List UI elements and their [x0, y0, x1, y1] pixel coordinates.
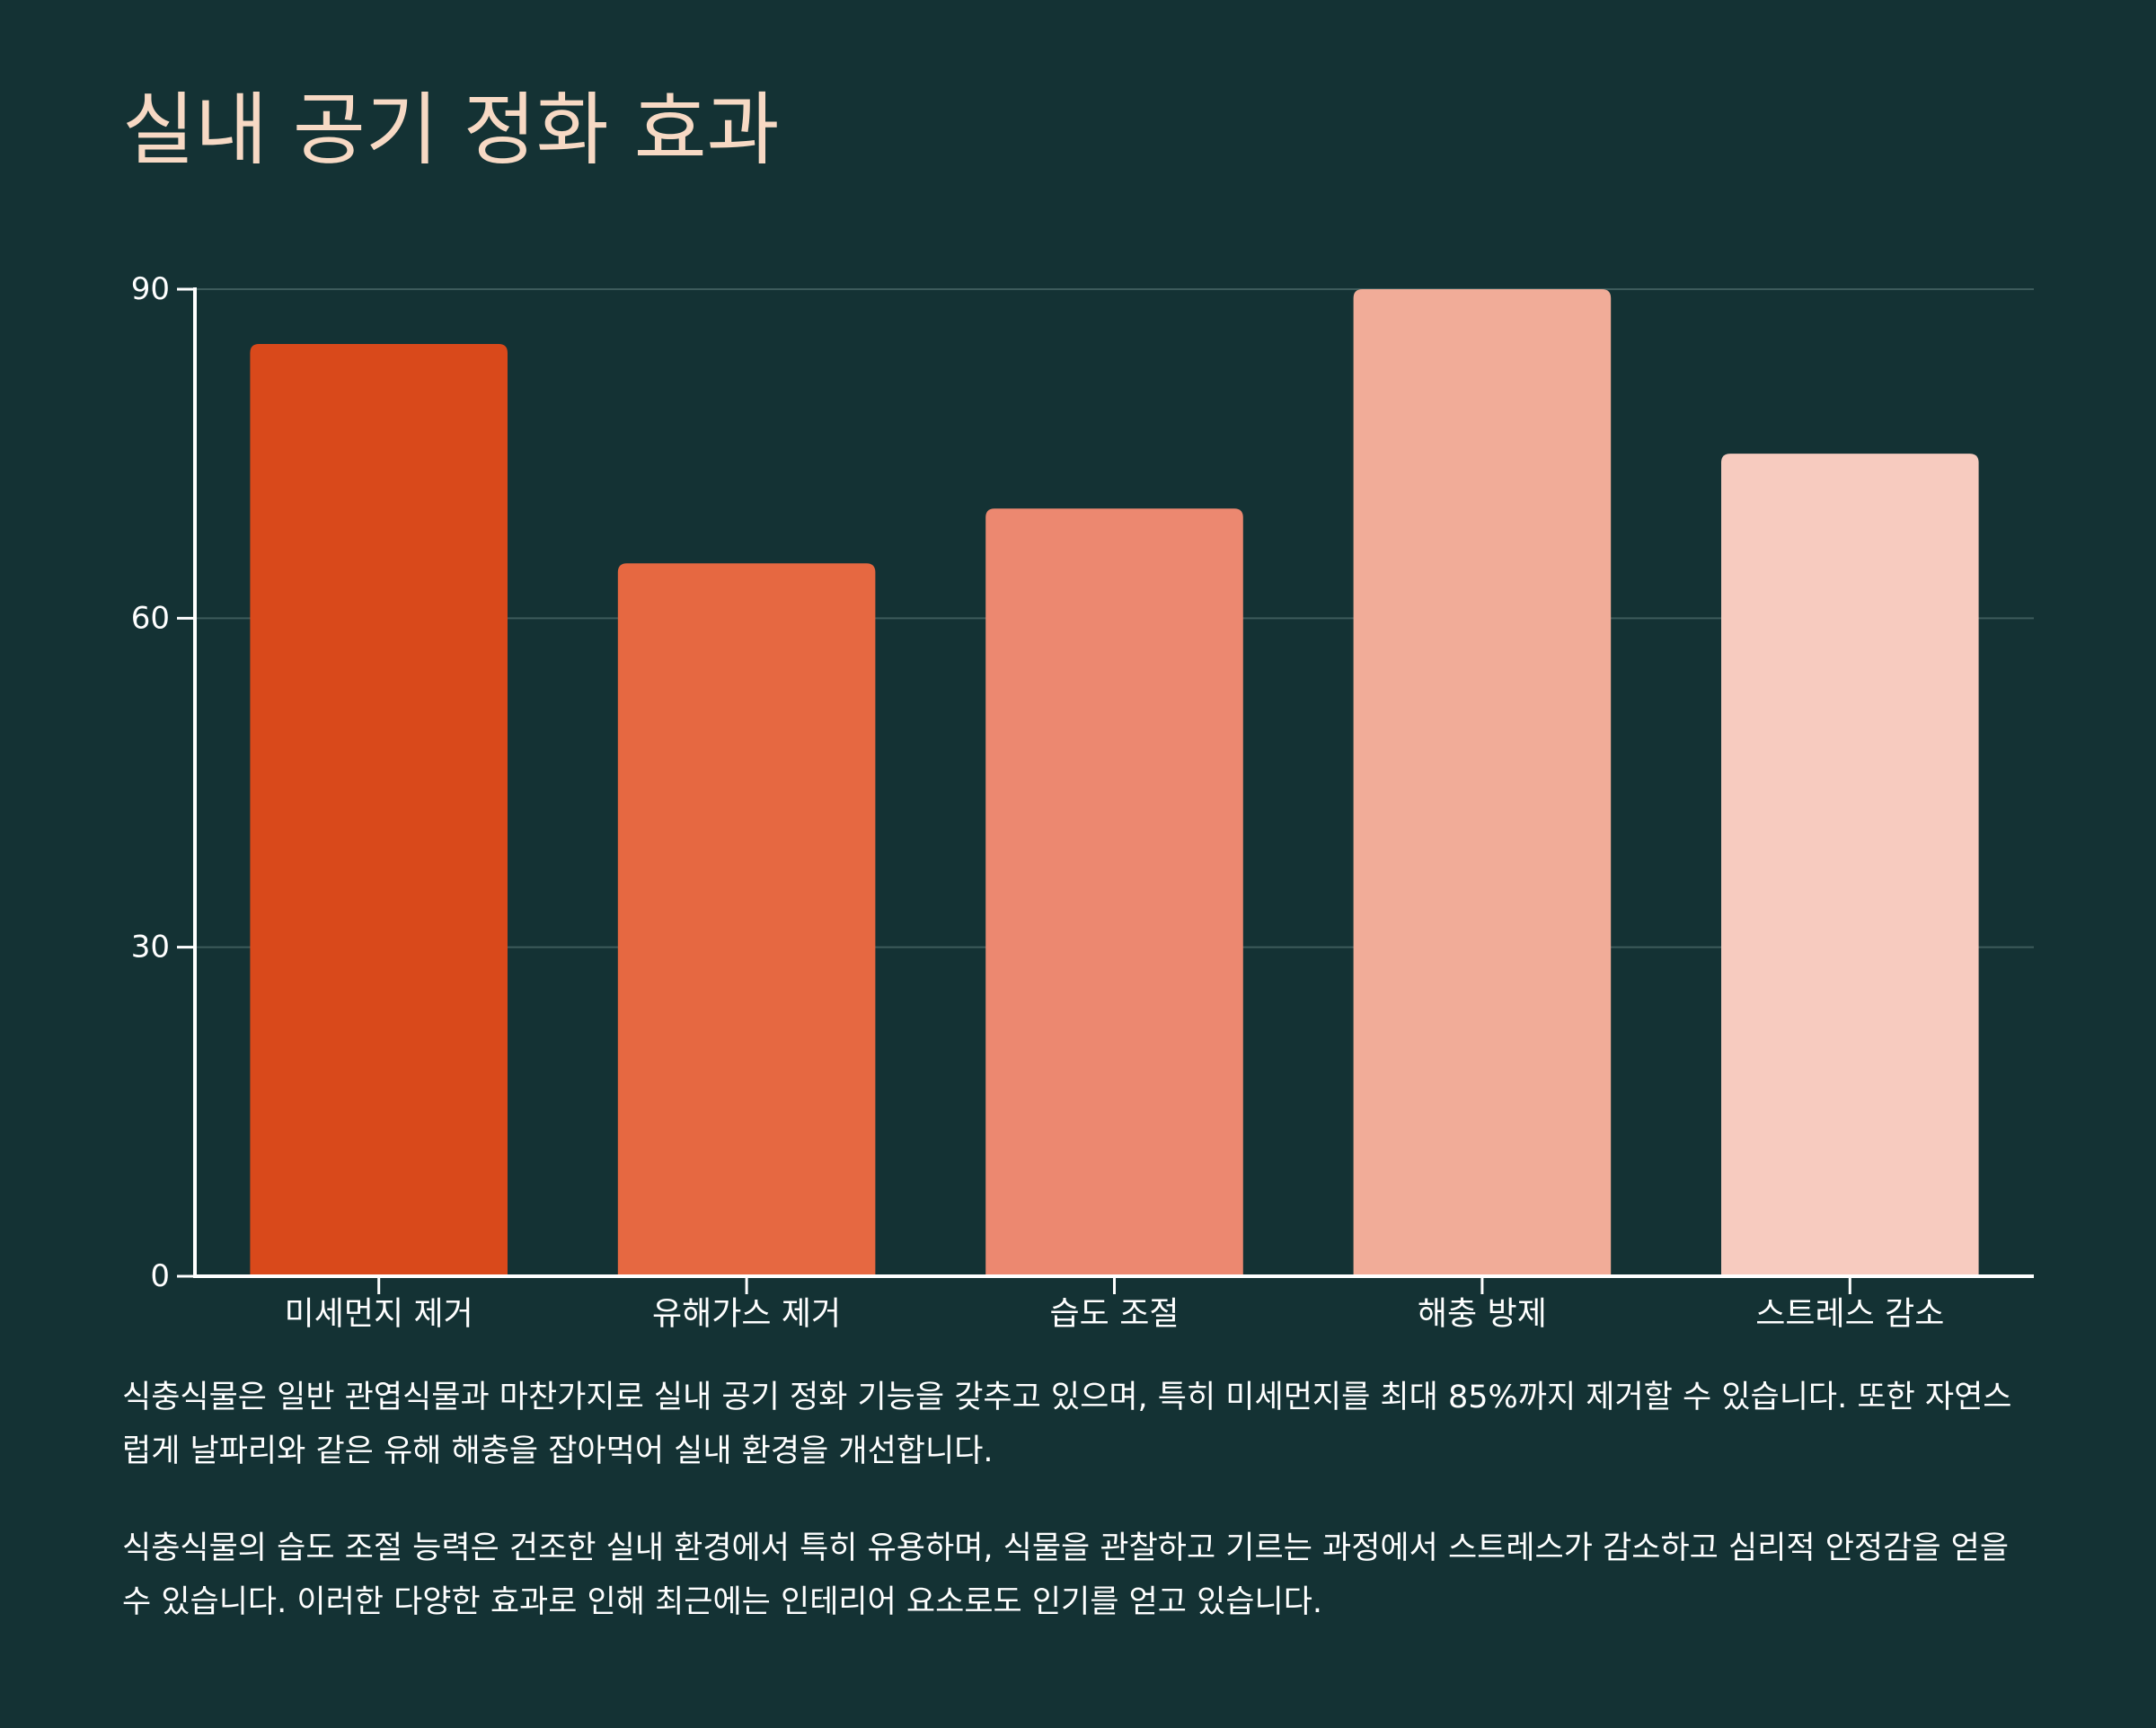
y-tick-label: 90 — [131, 271, 170, 307]
y-tick-label: 30 — [131, 930, 170, 965]
description-paragraph-1: 식충식물은 일반 관엽식물과 마찬가지로 실내 공기 정화 기능을 갖추고 있으… — [122, 1380, 2012, 1469]
y-tick-label: 0 — [150, 1258, 170, 1294]
bars — [250, 289, 1979, 1277]
bar-chart: 0 30 60 90 미세먼지 제거 유해가스 제거 습도 조절 해충 방제 스트레스 감소 — [131, 271, 2034, 1333]
axes — [177, 287, 2034, 1294]
bar — [985, 508, 1243, 1276]
y-tick-label: 60 — [131, 600, 170, 636]
x-tick-label: 미세먼지 제거 — [285, 1296, 473, 1333]
description-paragraph-2: 식충식물의 습도 조절 능력은 건조한 실내 환경에서 특히 유용하며, 식물을… — [122, 1530, 2010, 1620]
x-tick-label: 유해가스 제거 — [652, 1296, 841, 1333]
x-tick-label: 습도 조절 — [1050, 1296, 1180, 1333]
description: 식충식물은 일반 관엽식물과 마찬가지로 실내 공기 정화 기능을 갖추고 있으… — [122, 1371, 2036, 1672]
bar — [1353, 289, 1612, 1276]
x-tick-label: 해충 방제 — [1418, 1296, 1547, 1333]
chart-title: 실내 공기 정화 효과 — [122, 84, 780, 176]
bar — [617, 563, 876, 1276]
axis-labels: 0 30 60 90 미세먼지 제거 유해가스 제거 습도 조절 해충 방제 스트레스 감소 — [131, 271, 1945, 1333]
bar — [250, 344, 508, 1276]
bar — [1721, 454, 1979, 1277]
x-tick-label: 스트레스 감소 — [1755, 1296, 1944, 1333]
